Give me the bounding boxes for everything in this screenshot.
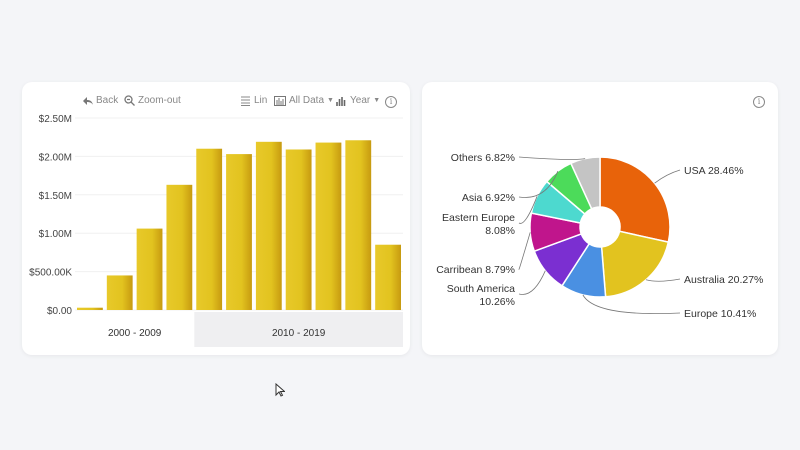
slice-pct: 20.27%	[728, 274, 764, 286]
slice-pct: 10.41%	[721, 308, 757, 320]
bar-2013	[285, 149, 312, 310]
slice-label: Asia	[462, 192, 483, 204]
leader-line	[518, 270, 546, 295]
caret-down-icon: ▼	[327, 97, 334, 104]
zoom-out-label: Zoom-out	[138, 95, 181, 106]
slice-pct: 10.26%	[479, 296, 515, 308]
donut-chart: USA 28.46% Australia 20.27% Europe 10.41% S…	[436, 152, 763, 320]
slice-label: Europe	[684, 308, 718, 320]
leader-line	[518, 196, 538, 224]
slice-label-group: Australia 20.27%	[684, 274, 763, 286]
slice-label-group: Carribean 8.79%	[436, 264, 515, 276]
leader-line	[654, 169, 681, 184]
info-icon[interactable]: i	[385, 96, 397, 108]
bar-2003	[166, 184, 193, 310]
y-tick-label: $1.00M	[39, 229, 72, 240]
slice-others	[569, 156, 601, 210]
lin-label: Lin	[254, 95, 268, 106]
year-label: Year	[350, 95, 371, 106]
calendar-chart-icon	[274, 96, 286, 106]
all-data-dropdown[interactable]: All Data ▼	[274, 95, 334, 106]
group-label: 2000 - 2009	[108, 328, 162, 339]
slice-pct: 8.79%	[485, 264, 515, 276]
back-button[interactable]: Back	[82, 95, 118, 106]
slice-australia	[600, 230, 670, 298]
scale-toggle-button[interactable]: Lin	[240, 95, 267, 106]
slice-label: USA	[684, 165, 706, 177]
y-tick-label: $0.00	[47, 306, 72, 317]
bar-2010	[196, 148, 223, 310]
leader-line	[518, 170, 559, 198]
slice-label-group: Asia 6.92%	[462, 192, 515, 204]
bar-2011	[226, 154, 252, 310]
zoom-out-button[interactable]: Zoom-out	[124, 95, 181, 106]
bar-2014	[315, 142, 342, 310]
all-data-label: All Data	[289, 95, 325, 106]
bar-2000	[77, 307, 103, 310]
slice-pct: 8.08%	[485, 225, 515, 237]
year-dropdown[interactable]: Year ▼	[336, 95, 380, 106]
mouse-cursor-icon	[275, 383, 285, 397]
slice-label-group: USA 28.46%	[684, 165, 744, 177]
group-band	[194, 312, 403, 347]
back-label: Back	[96, 95, 119, 106]
y-tick-label: $1.50M	[39, 191, 72, 202]
slice-label: Others	[451, 152, 483, 164]
leader-line	[645, 278, 681, 282]
y-tick-label: $2.00M	[39, 152, 72, 163]
bar-2002	[136, 228, 163, 310]
pie-chart-card: i USA 28.46% Australia 20.27% Europe 10.41…	[422, 82, 778, 355]
bar-2012	[255, 141, 282, 310]
slice-usa	[599, 156, 671, 243]
slice-label-group: Europe 10.41%	[684, 308, 756, 320]
bar-chart-card: Back Zoom-out Lin All Data ▼ Year ▼ i 2000…	[22, 82, 410, 355]
bar-2001	[106, 275, 133, 310]
slice-label: South America	[447, 283, 515, 295]
slice-label: Carribean	[436, 264, 482, 276]
back-arrow-icon	[83, 96, 93, 105]
caret-down-icon: ▼	[373, 97, 381, 104]
bar-chart-icon	[336, 96, 346, 106]
slice-pct: 28.46%	[708, 165, 744, 177]
slice-label: Australia	[684, 274, 725, 286]
leader-line	[518, 232, 531, 270]
leader-line	[582, 294, 681, 314]
info-icon[interactable]: i	[753, 96, 765, 108]
bar-2015	[345, 140, 372, 310]
slice-pct: 6.82%	[485, 152, 515, 164]
y-tick-label: $2.50M	[39, 114, 72, 125]
bar-chart: 2000 - 2009 2010 - 2019 $0.00 $500.00K $1.00…	[29, 114, 403, 347]
group-label: 2010 - 2019	[272, 328, 326, 339]
slice-pct: 6.92%	[485, 192, 515, 204]
bar-2016	[375, 244, 401, 310]
slice-label-group: Others 6.82%	[451, 152, 515, 164]
leader-line	[518, 156, 586, 160]
slice-label: Eastern Europe	[442, 212, 515, 224]
zoom-out-icon	[124, 95, 135, 106]
list-icon	[241, 96, 250, 106]
y-tick-label: $500.00K	[29, 268, 72, 279]
